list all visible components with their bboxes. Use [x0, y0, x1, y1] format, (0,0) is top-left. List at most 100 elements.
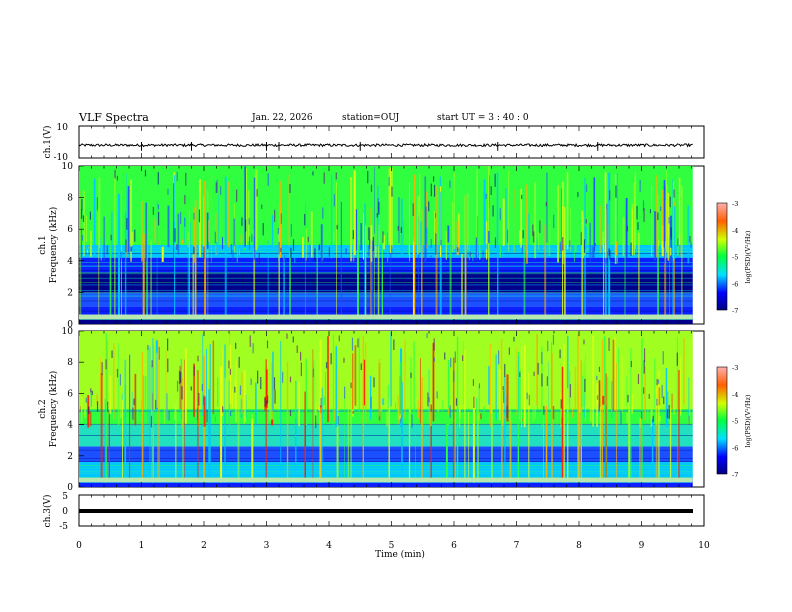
spec1-speck — [89, 211, 91, 220]
ch2-colorbar-tick: -4 — [732, 391, 738, 399]
spec2-speck — [338, 335, 340, 342]
spec1-speck — [553, 214, 555, 229]
spec2-speck — [630, 360, 632, 368]
spec2-speck — [266, 400, 268, 405]
spec2-speck — [357, 338, 359, 348]
spec1-speck — [106, 245, 108, 255]
spec2-band — [79, 409, 693, 425]
spec2-speck — [116, 368, 119, 378]
spec2-speck — [167, 358, 169, 373]
spec2-speck — [351, 337, 354, 351]
spec1-speck — [545, 202, 547, 207]
spec1-speck — [215, 182, 217, 193]
spec1-speck — [637, 222, 639, 230]
spec1-speck — [490, 186, 492, 195]
ch2-colorbar-tick: -6 — [732, 444, 738, 452]
ch1-ylabel-frequency: Frequency (kHz) — [48, 207, 59, 284]
spec2-speck — [325, 362, 328, 369]
spec2-speck — [546, 376, 548, 386]
x-tick-label: 0 — [76, 541, 82, 551]
spec2-speck — [181, 386, 183, 400]
spec1-speck — [485, 193, 487, 199]
spec2-speck — [350, 382, 352, 389]
spec1-speck — [583, 239, 586, 253]
spec2-speck — [637, 374, 640, 385]
spec1-ytick-label: 8 — [67, 194, 73, 204]
spec1-ytick-label: 4 — [67, 257, 73, 267]
spec2-speck — [643, 387, 645, 394]
ch1-waveform-panel: 10 -10 ch.1(V) — [42, 123, 705, 163]
spec1-speck — [125, 239, 127, 253]
spec2-speck — [449, 405, 451, 418]
x-tick-label: 7 — [514, 541, 520, 551]
x-tick-label: 10 — [698, 541, 710, 551]
spec2-speck — [503, 390, 505, 403]
spec1-speck — [412, 203, 414, 216]
spec2-speck — [229, 411, 232, 417]
spec2-speck — [289, 409, 292, 416]
spec1-speck — [539, 220, 541, 234]
spec1-speck — [668, 216, 670, 224]
spec2-speck — [478, 383, 481, 389]
spec1-ytick-label: 2 — [67, 288, 73, 298]
spec1-speck — [114, 169, 116, 179]
spec1-speck — [608, 248, 610, 256]
ch1-colorbar-tick: -4 — [732, 227, 738, 235]
spec2-speck — [537, 362, 539, 375]
spec2-speck — [249, 335, 251, 347]
spec2-speck — [428, 397, 430, 403]
ch2-ylabel-frequency: Frequency (kHz) — [48, 371, 59, 448]
spec1-speck — [657, 212, 659, 221]
spec2-speck — [193, 365, 195, 376]
spec1-hum-band — [79, 314, 693, 320]
ch1-colorbar — [716, 202, 728, 311]
spec2-speck — [454, 351, 456, 363]
spec2-speck — [559, 349, 561, 359]
spec2-speck — [608, 337, 610, 351]
spec2-speck — [552, 334, 555, 345]
spec1-speck — [280, 247, 282, 252]
spec1-speck — [277, 227, 279, 235]
x-axis-label: Time (min) — [375, 549, 425, 560]
spec2-speck — [436, 391, 438, 399]
spec1-speck — [292, 239, 295, 251]
spec2-speck — [292, 336, 294, 343]
spec1-speck — [643, 208, 645, 223]
spec1-speck — [185, 172, 187, 186]
spec2-speck — [472, 379, 475, 386]
spec1-speck — [253, 236, 255, 249]
spec2-speck — [541, 373, 543, 387]
spec2-speck — [508, 347, 510, 355]
spec1-speck — [585, 184, 588, 193]
spec2-band — [79, 331, 693, 409]
spec2-speck — [453, 370, 455, 382]
x-tick-label: 1 — [139, 541, 145, 551]
spec2-speck — [147, 344, 149, 350]
spec2-speck — [266, 340, 269, 349]
spec1-speck — [677, 238, 679, 247]
spec2-speck — [360, 363, 362, 371]
ch1-colorbar-tick: -6 — [732, 280, 738, 288]
spec2-ytick-label: 2 — [67, 452, 73, 462]
spec1-speck — [314, 248, 316, 262]
spec2-speck — [289, 376, 292, 383]
spec1-ytick-label: 10 — [62, 162, 74, 172]
spec1-speck — [377, 198, 379, 213]
spec2-speck — [264, 397, 266, 408]
spec1-speck — [179, 211, 182, 225]
spec1-band — [79, 273, 693, 293]
spec1-speck — [167, 188, 169, 195]
spec2-speck — [101, 362, 103, 376]
spec1-speck — [116, 175, 119, 181]
spec2-speck — [229, 368, 232, 375]
spec1-speck — [244, 219, 247, 232]
spec2-speck — [598, 366, 601, 372]
spec2-speck — [198, 392, 200, 406]
spec1-speck — [630, 242, 632, 257]
spec1-speck — [157, 211, 160, 226]
spec1-speck — [368, 245, 370, 257]
spec1-speck — [81, 209, 83, 219]
ch3-ylabel: ch.3(V) — [42, 495, 53, 528]
spec2-speck — [203, 395, 205, 406]
spec1-speck — [232, 249, 234, 261]
